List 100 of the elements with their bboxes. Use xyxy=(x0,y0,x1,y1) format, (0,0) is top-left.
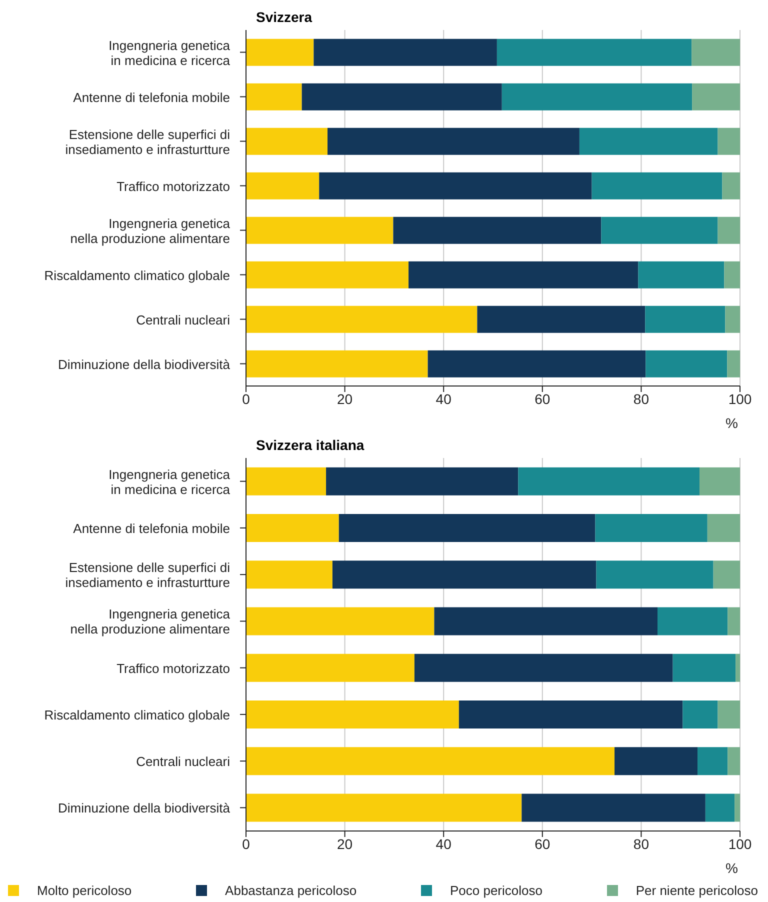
bar xyxy=(338,514,596,542)
bar xyxy=(614,747,698,776)
x-tick-label: 80 xyxy=(633,836,650,852)
bar xyxy=(698,747,728,776)
legend-label: Molto pericoloso xyxy=(36,883,132,898)
bar xyxy=(595,514,708,542)
bar xyxy=(646,350,728,378)
bar xyxy=(682,700,718,728)
bar xyxy=(458,700,683,728)
bar xyxy=(246,654,414,682)
bar xyxy=(332,560,596,589)
bar xyxy=(434,607,658,636)
bar xyxy=(596,560,714,589)
y-tick-label: Diminuzione della biodiversità xyxy=(58,800,231,816)
y-tick-label: Ingengneria genetica nella produzione alimentare xyxy=(70,606,231,636)
y-tick-label: Ingengneria genetica nella produzione alimentare xyxy=(70,215,231,246)
bar xyxy=(705,794,735,822)
bar xyxy=(592,172,722,200)
y-tick-label: Traffico motorizzato xyxy=(116,660,230,676)
bar xyxy=(722,172,740,200)
bar xyxy=(502,83,692,110)
bar xyxy=(713,560,740,589)
bar xyxy=(692,83,740,110)
y-tick-label: Centrali nucleari xyxy=(136,754,230,769)
bar xyxy=(724,261,740,288)
bar xyxy=(326,467,518,496)
bar xyxy=(302,83,502,110)
bar xyxy=(672,654,736,682)
bar xyxy=(319,172,592,200)
y-tick-label: Diminuzione della biodiversità xyxy=(58,356,231,372)
bar xyxy=(246,350,428,378)
bar xyxy=(246,514,339,542)
bar xyxy=(718,128,740,155)
bar xyxy=(246,747,615,776)
x-axis-title: % xyxy=(726,415,738,431)
bar xyxy=(579,128,718,155)
bar xyxy=(727,350,740,378)
bar xyxy=(718,700,740,728)
bar xyxy=(692,38,740,66)
x-tick-label: 0 xyxy=(242,390,250,407)
bar xyxy=(477,306,646,333)
bar xyxy=(393,216,602,244)
x-tick-label: 100 xyxy=(728,390,752,407)
x-tick-label: 60 xyxy=(534,836,550,852)
bar xyxy=(645,306,726,333)
x-axis-title: % xyxy=(726,860,738,876)
x-tick-label: 20 xyxy=(337,390,353,407)
bar xyxy=(246,607,434,636)
bar xyxy=(246,560,332,589)
bar xyxy=(428,350,646,378)
bar xyxy=(246,467,326,496)
bar xyxy=(246,306,478,333)
x-tick-label: 40 xyxy=(436,836,452,852)
bar xyxy=(518,467,700,496)
y-tick-label: Centrali nucleari xyxy=(136,312,230,327)
bar xyxy=(246,38,314,66)
bar xyxy=(699,467,740,496)
legend-label: Per niente pericoloso xyxy=(634,883,758,898)
bar xyxy=(522,794,706,822)
y-tick-label: Riscaldamento climatico globale xyxy=(44,706,230,722)
y-tick-label: Antenne di telefonia mobile xyxy=(73,89,230,104)
y-tick-label: Ingengneria genetica in medicina e ricerca xyxy=(108,37,231,68)
bar xyxy=(246,128,328,155)
bar xyxy=(707,514,740,542)
y-tick-label: Ingengneria genetica in medicina e ricerca xyxy=(108,466,231,496)
x-tick-label: 60 xyxy=(534,390,550,407)
bar xyxy=(736,654,740,682)
chart-title: Svizzera xyxy=(256,8,314,26)
y-tick-label: Riscaldamento climatico globale xyxy=(44,267,230,282)
y-tick-label: Estensione delle superfici di insediamento e infrasturtture xyxy=(65,560,230,590)
bar xyxy=(601,216,718,244)
x-tick-label: 80 xyxy=(633,390,650,407)
bar xyxy=(725,306,740,333)
y-tick-label: Estensione delle superfici di insediamento e infrasturtture xyxy=(65,126,230,156)
bar xyxy=(246,700,459,728)
bar xyxy=(246,261,409,288)
x-tick-label: 20 xyxy=(337,836,353,852)
y-tick-label: Antenne di telefonia mobile xyxy=(73,520,230,536)
bar xyxy=(328,128,580,155)
legend-label: Poco pericoloso xyxy=(448,883,542,898)
bar xyxy=(728,747,740,776)
x-tick-label: 40 xyxy=(436,390,452,407)
bar xyxy=(638,261,724,288)
legend-label: Abbastanza pericoloso xyxy=(224,883,357,898)
bar xyxy=(246,216,394,244)
x-tick-label: 100 xyxy=(728,836,752,852)
bar xyxy=(246,83,302,110)
bar xyxy=(314,38,497,66)
x-tick-label: 0 xyxy=(242,836,250,852)
bar xyxy=(718,216,740,244)
bar xyxy=(496,38,692,66)
chart-title: Svizzera italiana xyxy=(256,436,366,454)
bar xyxy=(734,794,740,822)
bar xyxy=(246,172,320,200)
y-tick-label: Traffico motorizzato xyxy=(116,178,230,194)
bar xyxy=(658,607,728,636)
bar xyxy=(414,654,673,682)
bar xyxy=(246,794,522,822)
bar xyxy=(408,261,638,288)
bar xyxy=(728,607,740,636)
